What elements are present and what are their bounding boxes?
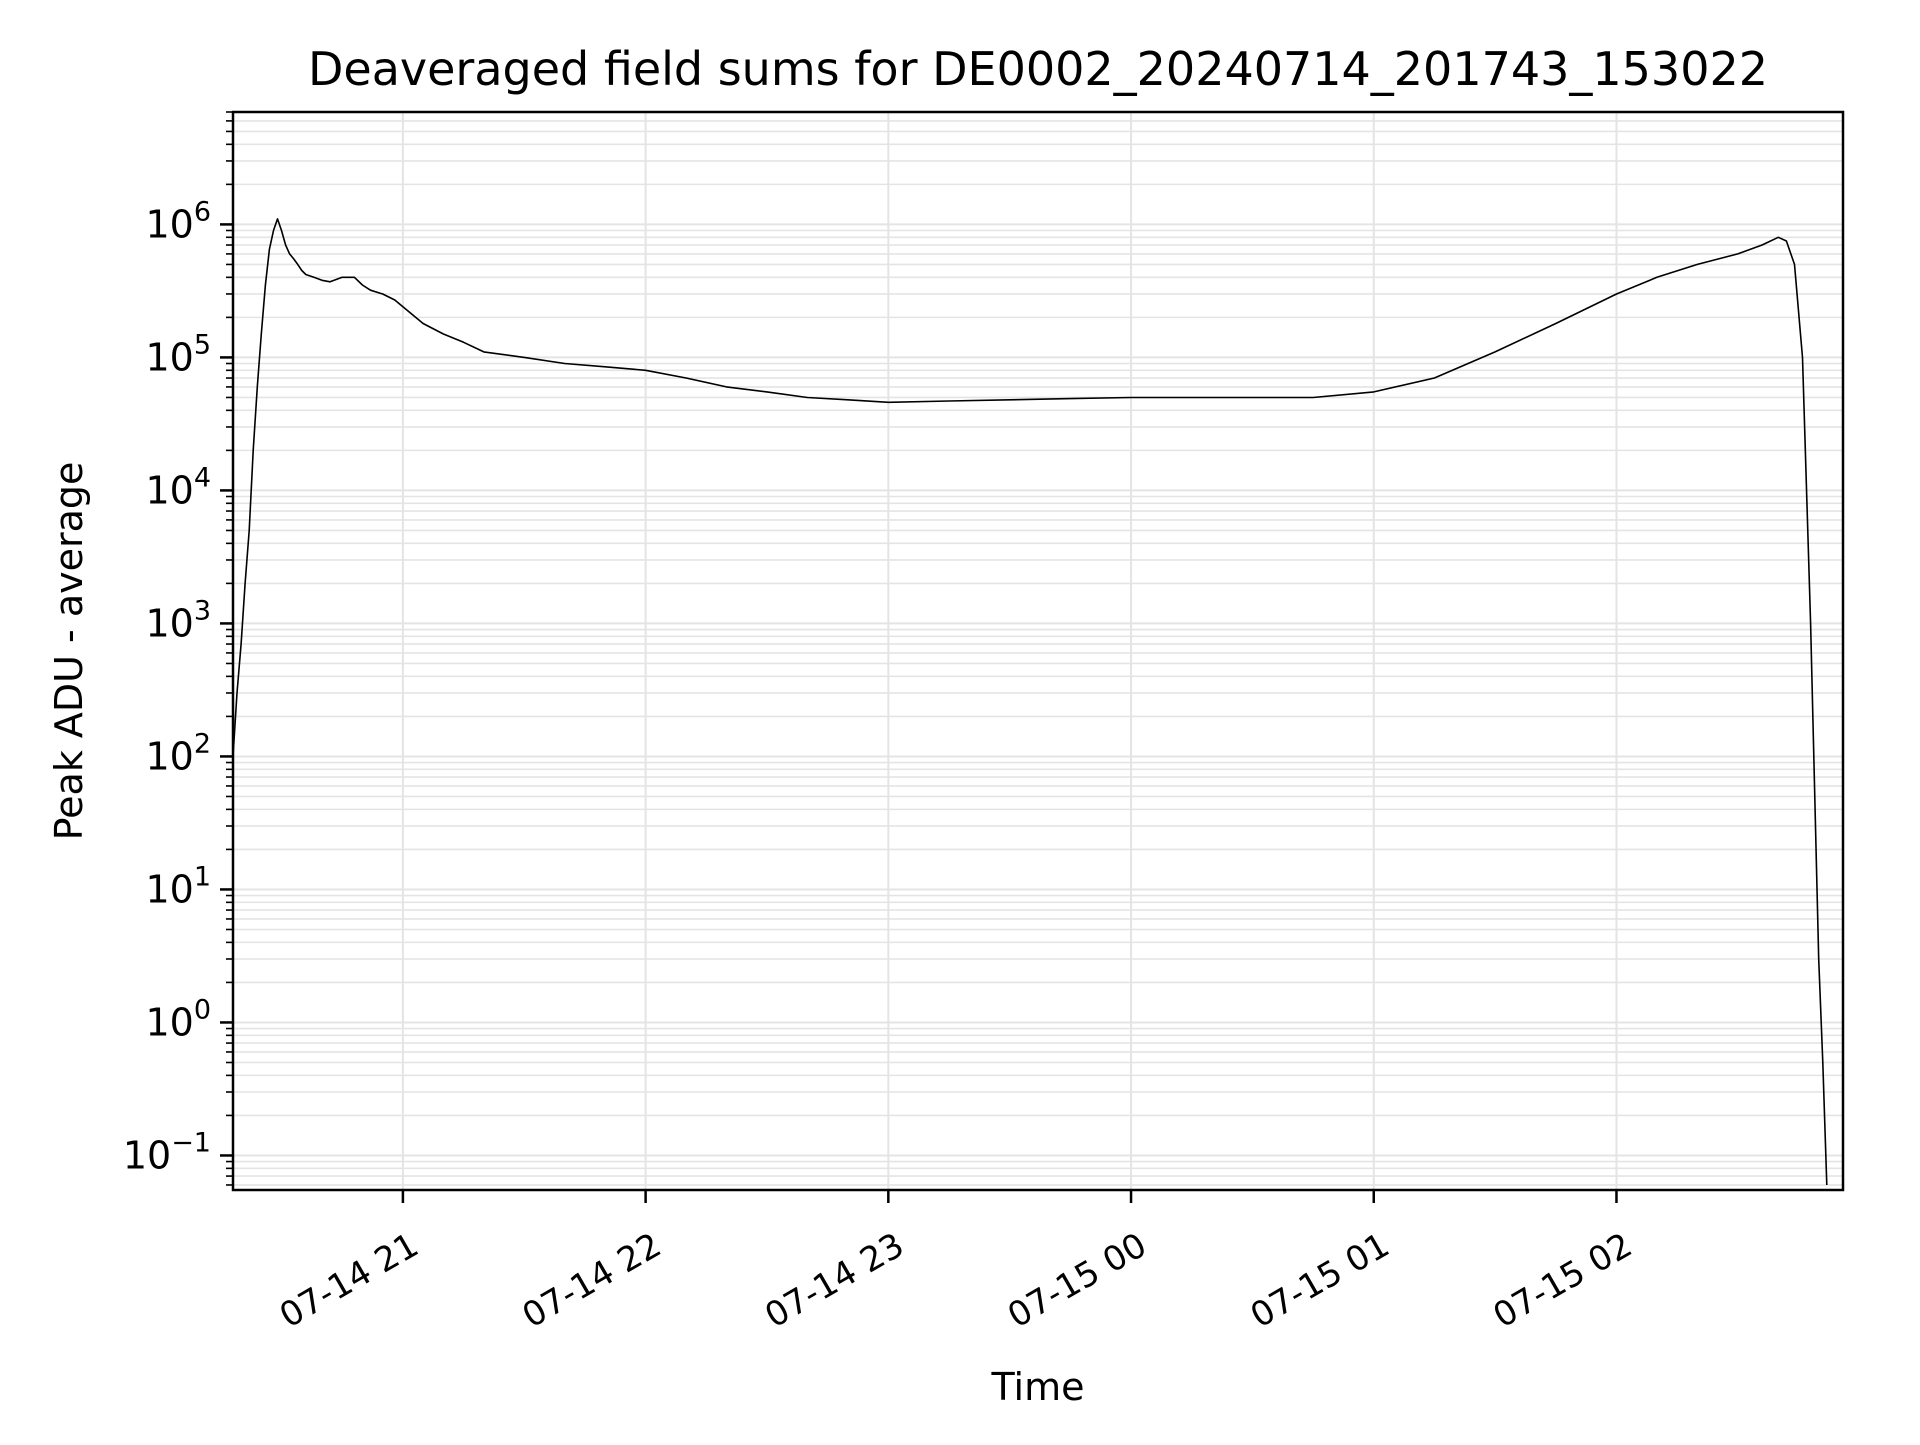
series-line	[232, 218, 1828, 1186]
x-axis-label: Time	[991, 1365, 1085, 1409]
y-tick-label: 103	[145, 595, 211, 645]
plot-area	[232, 218, 1828, 1186]
y-tick-label: 10−1	[123, 1127, 211, 1177]
chart-title: Deaveraged field sums for DE0002_2024071…	[308, 42, 1768, 96]
y-tick-label: 105	[145, 329, 211, 379]
y-tick-label: 102	[145, 728, 211, 778]
y-tick-label: 104	[145, 462, 211, 512]
grid-lines	[233, 111, 1843, 1190]
y-tick-label: 106	[145, 196, 211, 246]
y-tick-label: 101	[145, 861, 211, 911]
plot-frame	[231, 110, 1845, 1192]
y-axis-label: Peak ADU - average	[47, 462, 91, 841]
y-tick-label: 100	[145, 994, 211, 1044]
